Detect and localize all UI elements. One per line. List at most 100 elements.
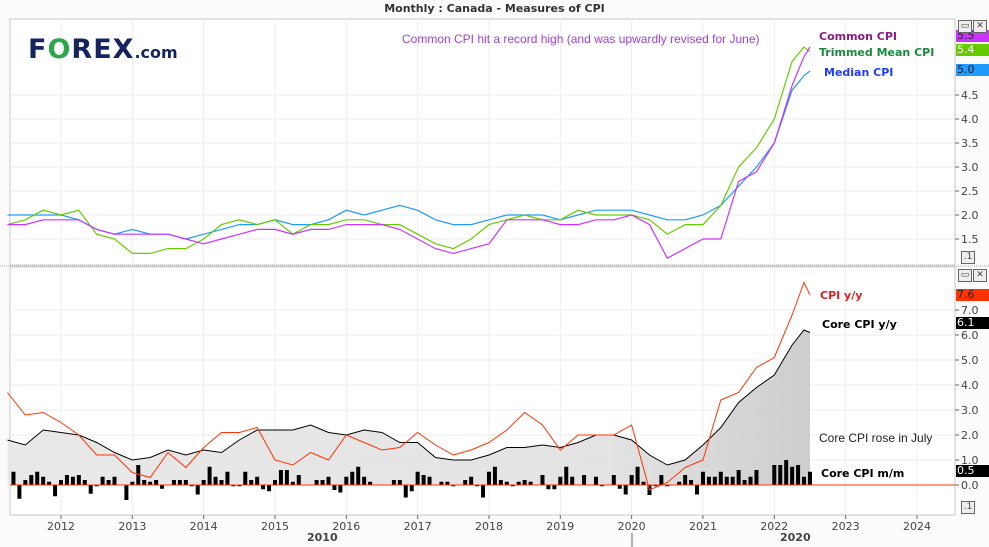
core-cpi-mm-bar: [629, 475, 634, 485]
core-cpi-mm-bar: [267, 485, 272, 492]
x-tick-label: 2020: [618, 520, 646, 533]
core-cpi-mm-bar: [332, 485, 337, 490]
core-cpi-mm-bar: [201, 480, 206, 485]
core-cpi-mm-bar: [427, 476, 432, 485]
core-cpi-mm-bar: [807, 471, 812, 485]
core-cpi-mm-bar: [106, 480, 111, 485]
core-cpi-mm-bar: [350, 471, 355, 485]
x-tick-label: 2017: [404, 520, 432, 533]
chart-title: Monthly : Canada - Measures of CPI: [384, 2, 605, 15]
core-cpi-mm-bar: [177, 480, 182, 485]
x-tick-label: 2019: [546, 520, 574, 533]
x-tick-label: 2012: [47, 520, 75, 533]
core-cpi-mm-bar: [784, 460, 789, 485]
core-cpi-mm-bar: [635, 466, 640, 485]
core-cpi-mm-bar: [284, 470, 289, 485]
x-tick-label: 2013: [118, 520, 146, 533]
top-panel-close-button[interactable]: ✕: [973, 20, 987, 33]
core-cpi-mm-bar: [94, 485, 99, 487]
core-cpi-mm-bar: [261, 485, 266, 490]
core-cpi-mm-bar: [41, 476, 46, 485]
core-cpi-mm-bar: [724, 476, 729, 485]
bottom-y-tick-label: 0.0: [961, 479, 979, 492]
core-cpi-mm-bar: [112, 476, 117, 485]
value-core-cpi-yy: 6.1: [956, 317, 989, 329]
value-median-cpi: 5.0: [956, 64, 989, 76]
core-cpi-mm-bar: [219, 480, 224, 485]
core-cpi-mm-bar: [82, 480, 87, 485]
core-cpi-mm-bar: [790, 466, 795, 485]
core-cpi-mm-bar: [231, 485, 236, 487]
core-cpi-mm-bar: [481, 485, 486, 498]
core-cpi-mm-bar: [356, 466, 361, 485]
core-cpi-mm-bar: [403, 485, 408, 498]
core-cpi-mm-bar: [546, 485, 551, 490]
core-cpi-mm-bar: [320, 480, 325, 485]
core-cpi-mm-bar: [171, 480, 176, 485]
core-cpi-mm-bar: [195, 485, 200, 495]
core-cpi-mm-bar: [469, 476, 474, 485]
cpi-yy-line: [7, 281, 811, 491]
core-cpi-mm-bar: [35, 471, 40, 485]
core-cpi-mm-bar: [593, 476, 598, 485]
core-cpi-mm-bar: [136, 465, 141, 485]
top-panel-restore-button[interactable]: ▭: [958, 20, 972, 33]
core-cpi-mm-bar: [47, 481, 52, 485]
core-cpi-mm-bar: [278, 470, 283, 485]
core-cpi-mm-bar: [718, 471, 723, 485]
core-cpi-mm-bar: [29, 475, 34, 485]
core-cpi-mm-bar: [522, 480, 527, 485]
bottom-panel-collapse-button[interactable]: .1: [961, 501, 975, 514]
top-panel-collapse-button[interactable]: .1: [961, 251, 975, 264]
core-cpi-mm-bar: [665, 485, 670, 487]
core-cpi-mm-bar: [409, 485, 414, 492]
legend-core-cpi-mm: Core CPI m/m: [821, 467, 905, 480]
core-cpi-mm-bar: [53, 485, 58, 497]
core-cpi-mm-bar: [415, 471, 420, 485]
annotation-common-cpi: Common CPI hit a record high (and was up…: [402, 32, 760, 46]
core-cpi-mm-bar: [706, 476, 711, 485]
bottom-y-tick-label: 2.0: [961, 429, 979, 442]
core-cpi-mm-bar: [225, 471, 230, 485]
core-cpi-mm-bar: [17, 485, 22, 499]
core-cpi-mm-bar: [160, 485, 165, 489]
x-tick-label: 2015: [261, 520, 289, 533]
core-cpi-mm-bar: [326, 476, 331, 485]
top-y-tick-label: 4.0: [961, 113, 979, 126]
bottom-panel-close-button[interactable]: ✕: [973, 269, 987, 282]
bottom-panel-restore-button[interactable]: ▭: [958, 269, 972, 282]
core-cpi-mm-bar: [189, 485, 194, 487]
core-cpi-mm-bar: [154, 480, 159, 485]
legend-common-cpi: Common CPI: [819, 30, 897, 43]
core-cpi-mm-bar: [439, 481, 444, 485]
core-cpi-mm-bar: [88, 485, 93, 494]
core-cpi-mm-bar: [689, 480, 694, 485]
core-cpi-mm-bar: [391, 480, 396, 485]
core-cpi-mm-bar: [599, 485, 604, 487]
core-cpi-mm-bar: [243, 471, 248, 485]
core-cpi-mm-bar: [290, 481, 295, 485]
top-y-tick-label: 2.0: [961, 209, 979, 222]
core-cpi-mm-bar: [558, 476, 563, 485]
core-cpi-mm-bar: [802, 476, 807, 485]
bottom-y-tick-label: 4.0: [961, 379, 979, 392]
core-cpi-mm-bar: [76, 475, 81, 485]
x-tick-label: 2024: [903, 520, 931, 533]
value-trimmed-mean-cpi: 5.4: [956, 44, 989, 56]
bottom-y-tick-label: 3.0: [961, 404, 979, 417]
core-cpi-mm-bar: [421, 475, 426, 485]
decade-label-2010: 2010: [307, 531, 338, 544]
core-cpi-mm-bar: [611, 475, 616, 485]
core-cpi-mm-bar: [748, 476, 753, 485]
value-core-cpi-mm: 0.5: [956, 465, 989, 477]
core-cpi-mm-bar: [148, 481, 153, 485]
core-cpi-mm-bar: [772, 465, 777, 485]
trimmed-mean-cpi-line: [7, 46, 811, 254]
core-cpi-mm-bar: [255, 476, 260, 485]
core-cpi-mm-bar: [475, 485, 480, 487]
core-cpi-mm-bar: [362, 476, 367, 485]
core-cpi-mm-bar: [492, 466, 497, 485]
median-cpi-line: [7, 70, 811, 240]
top-panel: [9, 18, 956, 266]
